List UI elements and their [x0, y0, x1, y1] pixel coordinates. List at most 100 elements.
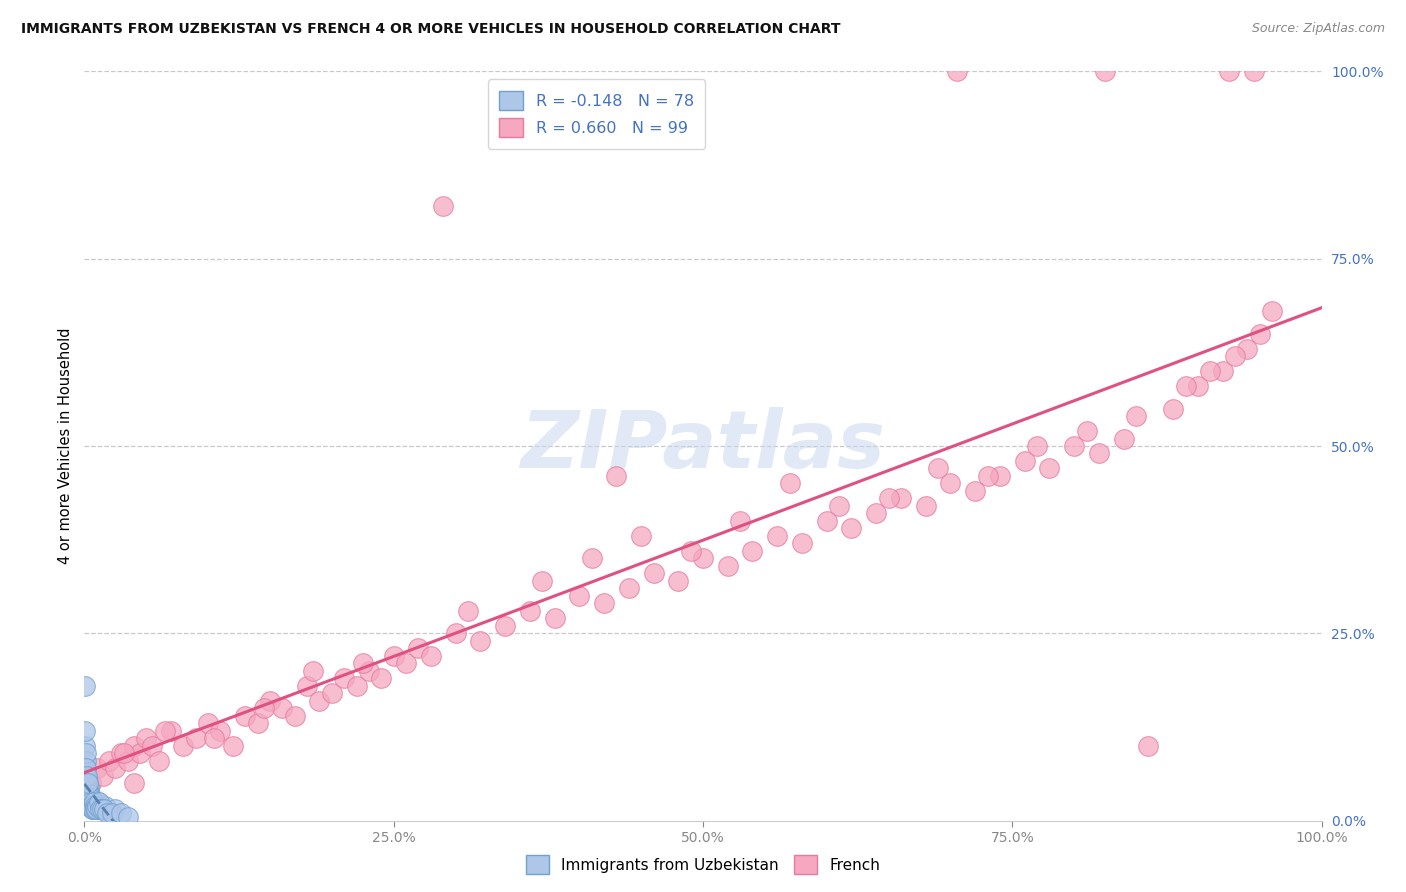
- Point: [333, 671, 356, 685]
- Point: [75, 776, 97, 790]
- Point: [815, 514, 838, 528]
- Point: [1026, 439, 1049, 453]
- Point: [419, 648, 441, 663]
- Point: [89, 802, 111, 816]
- Point: [79, 795, 101, 809]
- Point: [494, 619, 516, 633]
- Point: [79, 795, 101, 809]
- Point: [82, 798, 104, 813]
- Point: [246, 716, 269, 731]
- Point: [1112, 432, 1135, 446]
- Point: [83, 802, 105, 816]
- Point: [779, 476, 801, 491]
- Point: [80, 798, 103, 813]
- Point: [77, 776, 100, 790]
- Point: [98, 806, 121, 821]
- Point: [302, 664, 325, 678]
- Point: [82, 802, 104, 816]
- Point: [76, 769, 98, 783]
- Point: [112, 746, 135, 760]
- Point: [865, 507, 887, 521]
- Point: [717, 558, 740, 573]
- Point: [568, 589, 591, 603]
- Point: [1261, 304, 1284, 318]
- Point: [1094, 64, 1116, 78]
- Point: [79, 798, 101, 813]
- Point: [432, 199, 454, 213]
- Point: [77, 798, 100, 813]
- Point: [408, 641, 430, 656]
- Point: [666, 574, 689, 588]
- Point: [1088, 446, 1111, 460]
- Point: [73, 761, 96, 775]
- Point: [1236, 342, 1258, 356]
- Point: [1243, 64, 1265, 78]
- Point: [75, 783, 97, 797]
- Point: [122, 739, 145, 753]
- Point: [1161, 401, 1184, 416]
- Point: [295, 679, 318, 693]
- Point: [75, 769, 97, 783]
- Point: [1125, 409, 1147, 423]
- Point: [87, 795, 110, 809]
- Point: [89, 798, 111, 813]
- Point: [141, 739, 163, 753]
- Point: [82, 795, 104, 809]
- Point: [766, 529, 789, 543]
- Point: [75, 746, 97, 760]
- Point: [945, 64, 967, 78]
- Text: IMMIGRANTS FROM UZBEKISTAN VS FRENCH 4 OR MORE VEHICLES IN HOUSEHOLD CORRELATION: IMMIGRANTS FROM UZBEKISTAN VS FRENCH 4 O…: [21, 22, 841, 37]
- Point: [914, 499, 936, 513]
- Point: [90, 802, 112, 816]
- Point: [79, 798, 101, 813]
- Text: ZIPatlas: ZIPatlas: [520, 407, 886, 485]
- Point: [129, 746, 152, 760]
- Point: [75, 739, 97, 753]
- Point: [75, 783, 97, 797]
- Point: [395, 657, 418, 671]
- Point: [91, 769, 114, 783]
- Point: [259, 694, 281, 708]
- Point: [86, 761, 108, 775]
- Point: [89, 802, 111, 816]
- Point: [357, 664, 380, 678]
- Point: [76, 783, 98, 797]
- Y-axis label: 4 or more Vehicles in Household: 4 or more Vehicles in Household: [58, 327, 73, 565]
- Point: [117, 754, 139, 768]
- Point: [76, 776, 98, 790]
- Point: [352, 657, 374, 671]
- Point: [83, 798, 105, 813]
- Point: [110, 806, 132, 821]
- Point: [79, 791, 101, 805]
- Point: [1063, 439, 1085, 453]
- Point: [100, 806, 122, 821]
- Legend: Immigrants from Uzbekistan, French: Immigrants from Uzbekistan, French: [520, 849, 886, 880]
- Point: [80, 802, 103, 816]
- Point: [104, 802, 127, 816]
- Point: [91, 802, 114, 816]
- Point: [877, 491, 900, 506]
- Point: [87, 795, 110, 809]
- Point: [965, 483, 987, 498]
- Point: [77, 791, 100, 805]
- Point: [135, 731, 157, 746]
- Point: [1249, 326, 1271, 341]
- Point: [79, 798, 101, 813]
- Point: [76, 780, 98, 794]
- Point: [84, 802, 107, 816]
- Point: [643, 566, 665, 581]
- Legend: R = -0.148   N = 78, R = 0.660   N = 99: R = -0.148 N = 78, R = 0.660 N = 99: [488, 79, 706, 149]
- Point: [86, 798, 108, 813]
- Point: [84, 802, 107, 816]
- Point: [76, 783, 98, 797]
- Point: [370, 671, 392, 685]
- Point: [83, 795, 105, 809]
- Point: [593, 596, 616, 610]
- Point: [76, 788, 98, 802]
- Point: [202, 731, 225, 746]
- Point: [1199, 364, 1222, 378]
- Text: Source: ZipAtlas.com: Source: ZipAtlas.com: [1251, 22, 1385, 36]
- Point: [80, 795, 103, 809]
- Point: [148, 754, 170, 768]
- Point: [321, 686, 343, 700]
